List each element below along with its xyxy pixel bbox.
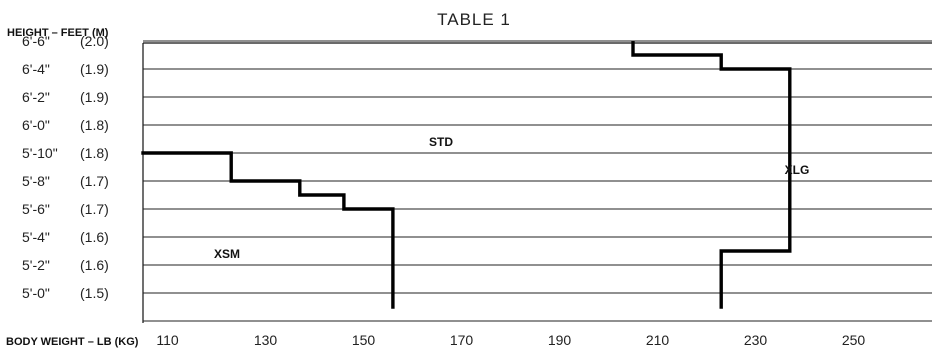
y-tick-feet: 5'-4" — [22, 229, 50, 245]
region-label: STD — [429, 135, 453, 149]
y-tick-meters: (1.8) — [80, 145, 109, 161]
y-tick-feet: 6'-2" — [22, 89, 50, 105]
x-tick-label: 190 — [548, 332, 572, 348]
x-tick-label: 250 — [842, 332, 866, 348]
x-tick-label: 150 — [352, 332, 376, 348]
y-tick-meters: (1.6) — [80, 257, 109, 273]
size-boundaries — [141, 41, 792, 309]
x-tick-label: 210 — [646, 332, 670, 348]
y-tick-meters: (1.6) — [80, 229, 109, 245]
y-tick-feet: 5'-0" — [22, 285, 50, 301]
x-tick-label: 230 — [744, 332, 768, 348]
y-tick-meters: (1.7) — [80, 201, 109, 217]
y-tick-meters: (1.7) — [80, 173, 109, 189]
y-tick-feet: 5'-2" — [22, 257, 50, 273]
y-tick-feet: 6'-4" — [22, 61, 50, 77]
y-tick-feet: 5'-10" — [22, 145, 58, 161]
region-label: XLG — [785, 163, 810, 177]
size-boundary-line — [141, 151, 395, 309]
chart-title: TABLE 1 — [437, 10, 511, 29]
y-tick-feet: 6'-6" — [22, 33, 50, 49]
region-labels: XSM STD XLG — [214, 135, 809, 261]
region-label: XSM — [214, 247, 240, 261]
y-tick-meters: (1.9) — [80, 89, 109, 105]
y-tick-feet: 5'-8" — [22, 173, 50, 189]
x-tick-label: 170 — [450, 332, 474, 348]
size-boundary-line — [631, 41, 792, 309]
x-tick-label: 130 — [254, 332, 278, 348]
y-axis-title: HEIGHT – FEET (M) — [7, 27, 109, 39]
x-tick-labels: 110130150170190210230250270290310 — [156, 332, 866, 348]
y-tick-labels: 6'-6" (2.0) 6'-4" (1.9) 6'-2" (1.9) 6'-0" (1.8)… — [22, 33, 109, 301]
y-tick-feet: 5'-6" — [22, 201, 50, 217]
y-tick-feet: 6'-0" — [22, 117, 50, 133]
x-axis-title: BODY WEIGHT – LB (KG) — [6, 336, 139, 348]
x-tick-label: 110 — [156, 332, 179, 348]
grid-lines — [143, 40, 932, 322]
y-tick-meters: (1.8) — [80, 117, 109, 133]
y-tick-meters: (2.0) — [80, 33, 109, 49]
y-tick-meters: (1.5) — [80, 285, 109, 301]
y-tick-meters: (1.9) — [80, 61, 109, 77]
